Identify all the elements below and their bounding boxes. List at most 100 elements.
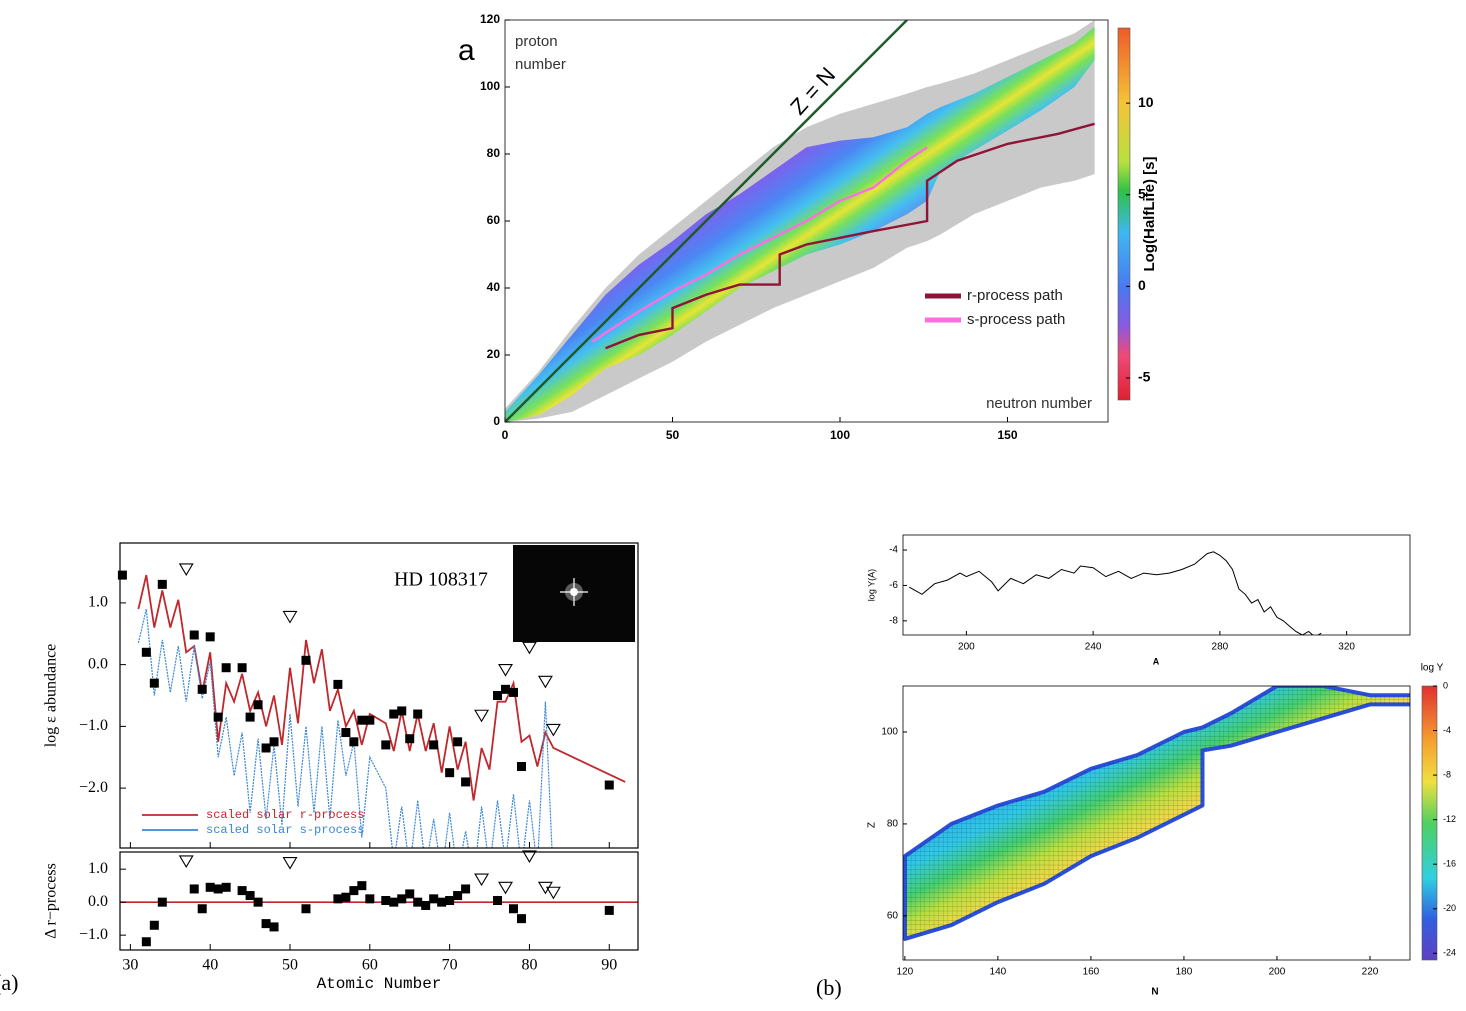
- colorbar-tick-label: -16: [1443, 859, 1456, 869]
- panel-label: (b): [816, 975, 842, 1000]
- data-point: [493, 691, 503, 700]
- colorbar-tick-label: 10: [1138, 94, 1154, 110]
- y-axis-label: number: [515, 56, 566, 73]
- data-point: [205, 882, 215, 892]
- colorbar-tick-label: -20: [1443, 903, 1456, 913]
- legend-label: r-process path: [967, 287, 1063, 304]
- data-point: [205, 632, 215, 642]
- data-point: [333, 679, 343, 689]
- data-point: [221, 882, 231, 892]
- data-point: [261, 919, 271, 929]
- x-tick-label: 180: [1176, 967, 1193, 978]
- x-tick-label: 150: [997, 428, 1017, 442]
- upper-limit: [282, 610, 298, 624]
- y-tick-label: −1.0: [79, 926, 108, 943]
- data-point: [429, 894, 439, 904]
- plot-frame: [119, 851, 639, 951]
- data-point: [604, 905, 614, 915]
- y-axis-label: log Y(A): [866, 569, 876, 601]
- upper-limit: [545, 886, 561, 900]
- data-point: [365, 894, 375, 904]
- upper-limit: [498, 664, 513, 677]
- data-point: [269, 922, 279, 932]
- data-point: [269, 737, 279, 747]
- legend-label: s-process path: [967, 311, 1065, 328]
- y-axis-label: Z: [867, 822, 878, 828]
- x-tick-label: 90: [601, 957, 617, 974]
- y-tick-label: 100: [480, 79, 500, 93]
- data-point: [397, 894, 407, 904]
- data-point: [381, 740, 391, 750]
- y-tick-label: -8: [889, 615, 898, 626]
- data-point: [213, 884, 223, 894]
- y-tick-label: 0: [493, 414, 500, 428]
- data-point: [453, 737, 463, 747]
- x-tick-label: 40: [202, 957, 218, 974]
- x-axis-label: A: [1153, 656, 1160, 666]
- colorbar-tick-label: -24: [1443, 948, 1456, 958]
- data-point: [141, 937, 151, 947]
- x-tick-label: 60: [362, 957, 378, 974]
- process-path: [605, 122, 1095, 350]
- plot-frame: [902, 685, 1411, 961]
- yield-mesh: [904, 686, 1410, 939]
- data-point: [413, 709, 423, 719]
- plot-frame: [119, 542, 639, 849]
- x-tick-label: 220: [1362, 967, 1379, 978]
- y-tick-label: 0.0: [88, 655, 108, 672]
- data-point: [461, 777, 471, 787]
- upper-limit: [537, 881, 553, 895]
- x-tick-label: 50: [282, 957, 298, 974]
- colorbar-tick-label: -5: [1138, 369, 1151, 385]
- data-point: [189, 630, 199, 640]
- data-point: [516, 914, 526, 924]
- y-tick-label: 1.0: [88, 594, 108, 611]
- colorbar-tick-label: 0: [1443, 680, 1448, 690]
- data-point: [357, 881, 367, 891]
- data-point: [333, 894, 343, 904]
- data-point: [149, 678, 159, 688]
- legend-label: scaled solar r-process: [206, 808, 364, 822]
- data-point: [221, 663, 231, 673]
- data-point: [341, 892, 351, 902]
- x-tick-label: 240: [1085, 642, 1102, 653]
- y-tick-label: 20: [487, 347, 501, 361]
- y-tick-label: -6: [889, 580, 898, 591]
- y-tick-label: −1.0: [79, 717, 108, 734]
- data-point: [421, 900, 431, 910]
- upper-limit: [521, 850, 537, 864]
- data-point: [405, 889, 415, 899]
- data-point: [501, 684, 511, 694]
- x-tick-label: 50: [666, 428, 680, 442]
- panel-label: (a): [0, 970, 18, 995]
- y-tick-label: 40: [487, 280, 501, 294]
- y-axis-label: log ε abundance: [43, 644, 60, 748]
- x-axis-label: N: [1151, 987, 1158, 998]
- y-tick-label: 1.0: [88, 860, 108, 877]
- y-tick-label: 100: [881, 727, 898, 738]
- x-axis-label: Atomic Number: [317, 975, 442, 993]
- x-tick-label: 140: [990, 967, 1007, 978]
- data-point: [349, 886, 359, 896]
- yield-line: [909, 551, 1322, 635]
- data-point: [413, 897, 423, 907]
- data-point: [516, 762, 526, 772]
- colorbar-tick-label: -8: [1443, 769, 1451, 779]
- data-point: [189, 884, 199, 894]
- data-point: [381, 896, 391, 906]
- data-point: [389, 709, 399, 719]
- process-path: [591, 146, 928, 343]
- y-tick-label: 60: [487, 213, 501, 227]
- colorbar-label: Log(HalfLife) [s]: [1141, 157, 1158, 272]
- colorbar: [1117, 27, 1131, 401]
- x-axis-label: neutron number: [986, 395, 1092, 412]
- data-point: [508, 904, 518, 914]
- x-tick-label: 200: [1269, 967, 1286, 978]
- y-tick-label: 60: [887, 911, 899, 922]
- data-point: [405, 734, 415, 744]
- data-point: [453, 891, 463, 901]
- data-point: [301, 655, 311, 665]
- x-tick-label: 0: [502, 428, 509, 442]
- upper-limit: [498, 881, 513, 895]
